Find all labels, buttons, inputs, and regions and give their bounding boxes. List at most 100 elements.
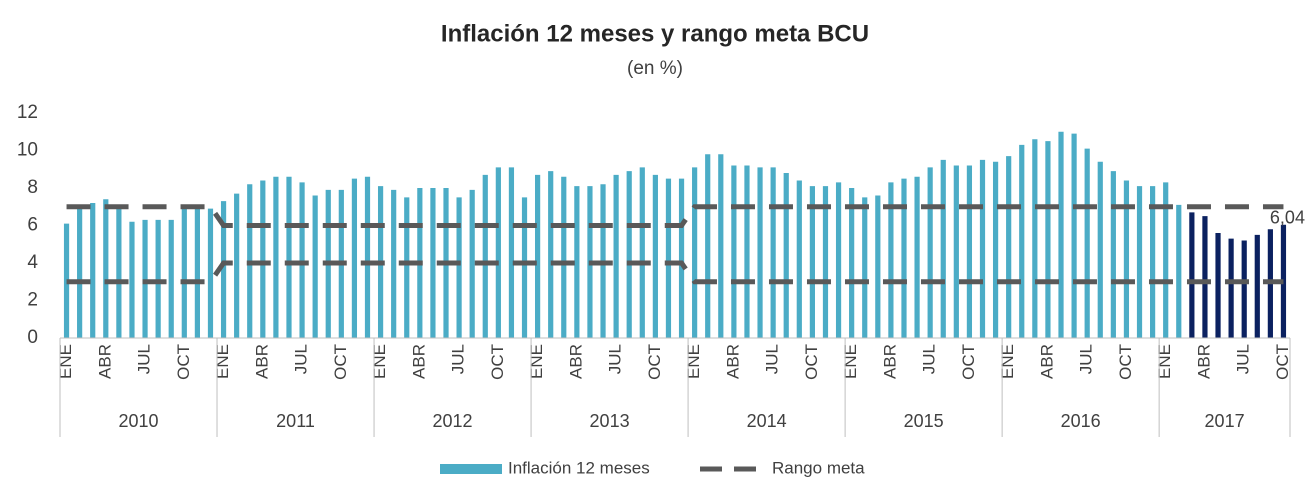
y-tick-label: 12 (17, 102, 38, 123)
bar (168, 219, 174, 338)
bar (1071, 133, 1077, 338)
x-tick-label: ENE (684, 344, 703, 379)
bar (286, 176, 292, 338)
bar (521, 197, 528, 338)
bar (1176, 204, 1182, 338)
bar (482, 174, 488, 338)
bar (207, 208, 214, 338)
bar (142, 219, 148, 338)
bar (718, 154, 724, 338)
bar (155, 219, 161, 338)
x-tick-label: OCT (1116, 344, 1135, 380)
bar (822, 186, 829, 338)
x-tick-label: JUL (449, 344, 468, 374)
bar (1110, 171, 1116, 338)
year-label: 2013 (590, 411, 630, 431)
year-label: 2010 (118, 411, 158, 431)
bar (404, 197, 410, 338)
x-tick-label: ABR (95, 344, 114, 379)
bar (469, 189, 475, 338)
bar (1058, 131, 1064, 338)
chart-title: Inflación 12 meses y rango meta BCU (441, 20, 869, 47)
bar (875, 195, 881, 338)
y-tick-label: 8 (27, 177, 38, 198)
x-tick-label: ABR (409, 344, 428, 379)
bar (234, 193, 240, 338)
x-tick-label: JUL (763, 344, 782, 374)
bar (1019, 144, 1025, 338)
x-tick-label: JUL (1077, 344, 1096, 374)
x-tick-label: ABR (880, 344, 899, 379)
bar (1097, 161, 1103, 338)
x-tick-label: OCT (1273, 344, 1292, 380)
x-tick-label: ABR (252, 344, 271, 379)
data-label: 6,04 (1270, 208, 1305, 228)
bar (260, 180, 266, 338)
bar (796, 180, 802, 338)
legend-label: Inflación 12 meses (508, 458, 650, 477)
x-tick-label: ABR (1037, 344, 1056, 379)
bar (849, 188, 855, 338)
bar (1254, 234, 1260, 338)
x-tick-label: ENE (998, 344, 1017, 379)
bar (535, 174, 541, 338)
y-tick-label: 2 (27, 290, 38, 311)
bar (953, 165, 959, 338)
bar (299, 182, 305, 338)
bar (1215, 233, 1221, 338)
x-tick-label: OCT (802, 344, 821, 380)
bar (495, 167, 501, 338)
bar (364, 176, 371, 338)
bar (508, 167, 515, 338)
y-tick-label: 6 (27, 215, 38, 236)
bar (1006, 156, 1012, 338)
bar (103, 199, 109, 338)
bar (940, 159, 946, 338)
bar (456, 197, 462, 338)
bar (391, 189, 397, 338)
bar (692, 167, 698, 338)
x-tick-label: JUL (606, 344, 625, 374)
bar (1136, 186, 1143, 338)
x-tick-label: ENE (527, 344, 546, 379)
x-tick-label: JUL (292, 344, 311, 374)
bar (770, 167, 776, 338)
x-tick-label: ENE (841, 344, 860, 379)
legend-label: Rango meta (772, 458, 865, 477)
year-label: 2012 (433, 411, 473, 431)
bar (312, 195, 318, 338)
x-tick-label: ABR (1194, 344, 1213, 379)
x-tick-label: JUL (920, 344, 939, 374)
bar (1045, 141, 1051, 338)
bar (809, 186, 815, 338)
range-line (66, 260, 1284, 285)
y-tick-label: 0 (27, 327, 38, 348)
bar (1228, 238, 1234, 338)
bar (744, 165, 750, 338)
bar (548, 171, 554, 338)
x-tick-label: OCT (331, 344, 350, 380)
bar (1241, 240, 1247, 338)
bar (783, 173, 789, 338)
bar (1189, 212, 1195, 338)
x-tick-label: ENE (1155, 344, 1174, 379)
bar (626, 171, 632, 338)
bar (992, 161, 999, 338)
bar (1150, 186, 1156, 338)
range-line (66, 204, 1284, 228)
bar (901, 178, 907, 338)
bar (613, 174, 619, 338)
x-tick-label: ABR (566, 344, 585, 379)
bar (678, 178, 685, 338)
bar (705, 154, 711, 338)
x-tick-label: OCT (645, 344, 664, 380)
bar (927, 167, 933, 338)
bar (273, 176, 279, 338)
y-tick-label: 4 (27, 252, 38, 273)
bar (1163, 182, 1169, 338)
x-tick-label: ABR (723, 344, 742, 379)
x-tick-label: OCT (174, 344, 193, 380)
x-tick-label: ENE (370, 344, 389, 379)
bar (888, 182, 894, 338)
